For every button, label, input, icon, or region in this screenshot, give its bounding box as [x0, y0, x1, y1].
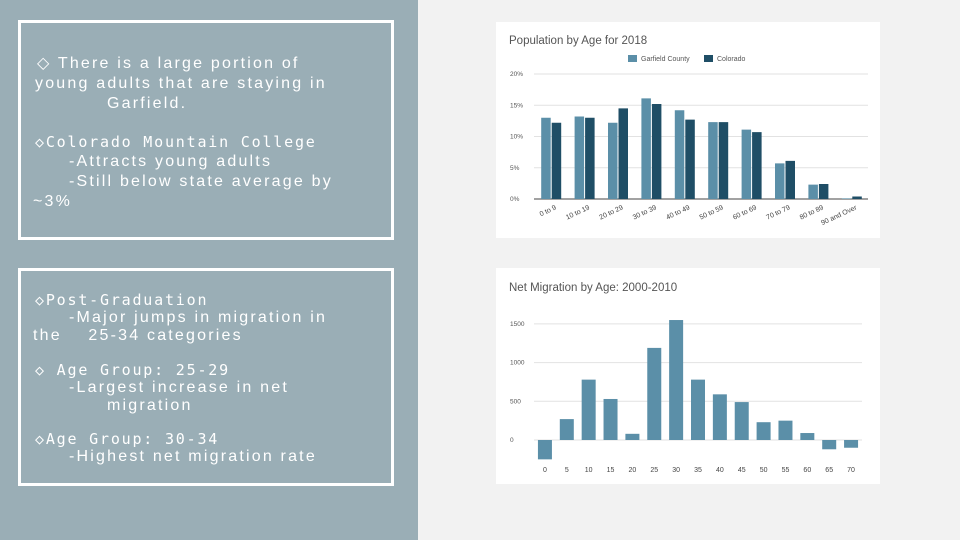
- summary-box: ◇ There is a large portion of young adul…: [18, 20, 394, 240]
- migration-xtick: 60: [803, 467, 811, 474]
- migration-xtick: 0: [543, 467, 547, 474]
- population-ytick: 10%: [510, 134, 523, 141]
- migration-xtick: 10: [585, 467, 593, 474]
- migration-xtick: 65: [825, 467, 833, 474]
- population-xtick: 0 to 9: [539, 204, 558, 218]
- population-bar: [608, 122, 618, 199]
- population-xtick: 70 to 79: [765, 204, 791, 221]
- legend-swatch-colorado: [704, 55, 713, 62]
- migration-ytick: 0: [510, 437, 514, 444]
- population-ytick: 5%: [510, 165, 520, 172]
- migration-chart-svg: Net Migration by Age: 2000-2010 15001000…: [509, 282, 862, 474]
- sub-attracts: -Attracts young adults: [69, 153, 273, 170]
- population-bar: [775, 163, 785, 199]
- migration-xtick: 55: [782, 467, 790, 474]
- migration-xtick: 40: [716, 467, 724, 474]
- migration-xtick: 70: [847, 467, 855, 474]
- migration-bar: [603, 398, 618, 440]
- population-xtick: 90 and Over: [820, 204, 858, 227]
- migration-bar: [734, 402, 749, 440]
- population-bar: [541, 117, 551, 199]
- migration-bar: [537, 440, 552, 460]
- migration-xtick: 20: [629, 467, 637, 474]
- sub-below-state-cont: ~3%: [33, 193, 73, 210]
- migration-box: ◇Post-Graduation -Major jumps in migrati…: [18, 268, 394, 486]
- migration-bar: [691, 379, 705, 440]
- population-chart-svg: Population by Age for 2018 Garfield Coun…: [509, 35, 868, 227]
- bullet-large-portion: ◇ There is a large portion of: [37, 55, 300, 72]
- population-xtick: 80 to 89: [799, 204, 825, 221]
- population-ytick: 20%: [510, 71, 523, 78]
- migration-xtick: 25: [650, 467, 658, 474]
- migration-bar: [778, 420, 793, 440]
- legend-label-colorado: Colorado: [717, 56, 746, 63]
- sub-largest-increase-cont: migration: [107, 397, 193, 414]
- migration-xtick: 15: [607, 467, 615, 474]
- migration-bar: [669, 320, 684, 440]
- population-bar: [752, 132, 762, 199]
- population-bar: [741, 129, 752, 199]
- bullet-cmc: ◇Colorado Mountain College: [35, 133, 317, 151]
- migration-xtick: 50: [760, 467, 768, 474]
- sub-largest-increase: -Largest increase in net: [69, 379, 290, 396]
- migration-bar: [559, 419, 574, 440]
- migration-bar: [647, 347, 662, 440]
- migration-bar: [625, 433, 640, 440]
- population-xtick: 50 to 59: [699, 204, 725, 221]
- population-bar: [785, 160, 795, 199]
- population-bar: [852, 196, 862, 199]
- sub-major-jumps-cont: the 25-34 categories: [33, 327, 243, 344]
- migration-chart: Net Migration by Age: 2000-2010 1500 1000…: [496, 268, 880, 484]
- population-bar: [718, 122, 729, 199]
- population-chart-title: Population by Age for 2018: [509, 35, 647, 47]
- sub-major-jumps: -Major jumps in migration in: [69, 309, 328, 326]
- bullet-large-portion-cont: young adults that are staying in: [35, 75, 327, 92]
- population-bar: [618, 108, 628, 199]
- population-bar: [585, 117, 595, 199]
- migration-bar: [712, 394, 727, 440]
- population-bar: [574, 116, 585, 199]
- migration-chart-title: Net Migration by Age: 2000-2010: [509, 282, 677, 294]
- population-xtick: 30 to 39: [632, 204, 658, 221]
- population-xtick: 60 to 69: [732, 204, 758, 221]
- migration-xtick: 5: [565, 467, 569, 474]
- migration-ytick: 1000: [510, 360, 525, 367]
- sub-below-state: -Still below state average by: [69, 173, 333, 190]
- population-bar: [841, 198, 852, 199]
- population-bar: [651, 104, 662, 199]
- population-bar: [641, 98, 651, 199]
- migration-bar: [822, 440, 837, 450]
- sub-highest-rate: -Highest net migration rate: [69, 448, 317, 465]
- migration-bar: [581, 379, 596, 440]
- population-ytick: 0%: [510, 196, 520, 203]
- legend-swatch-garfield: [628, 55, 637, 62]
- population-ytick: 15%: [510, 102, 523, 109]
- population-bar: [674, 110, 685, 199]
- migration-xtick: 30: [672, 467, 680, 474]
- migration-bar: [800, 433, 815, 440]
- population-bar: [685, 119, 695, 199]
- bullet-post-graduation: ◇Post-Graduation: [35, 291, 209, 309]
- population-bar: [708, 122, 718, 199]
- legend-label-garfield: Garfield County: [641, 56, 690, 63]
- population-bar: [808, 184, 818, 199]
- population-xtick: 40 to 49: [665, 204, 691, 221]
- bullet-age-30-34: ◇Age Group: 30-34: [35, 430, 220, 448]
- migration-ytick: 500: [510, 398, 521, 405]
- migration-bar: [844, 440, 859, 448]
- text-panel: ◇ There is a large portion of young adul…: [0, 0, 418, 540]
- population-bar: [551, 122, 562, 199]
- population-chart: Population by Age for 2018 Garfield Coun…: [496, 22, 880, 238]
- migration-bar: [756, 422, 771, 440]
- migration-ytick: 1500: [510, 321, 525, 328]
- bullet-large-portion-cont2: Garfield.: [107, 95, 188, 112]
- migration-xtick: 35: [694, 467, 702, 474]
- bullet-age-25-29: ◇ Age Group: 25-29: [35, 361, 230, 379]
- population-xtick: 20 to 29: [598, 204, 624, 221]
- population-xtick: 10 to 19: [565, 204, 591, 221]
- population-bar: [818, 184, 829, 199]
- migration-xtick: 45: [738, 467, 746, 474]
